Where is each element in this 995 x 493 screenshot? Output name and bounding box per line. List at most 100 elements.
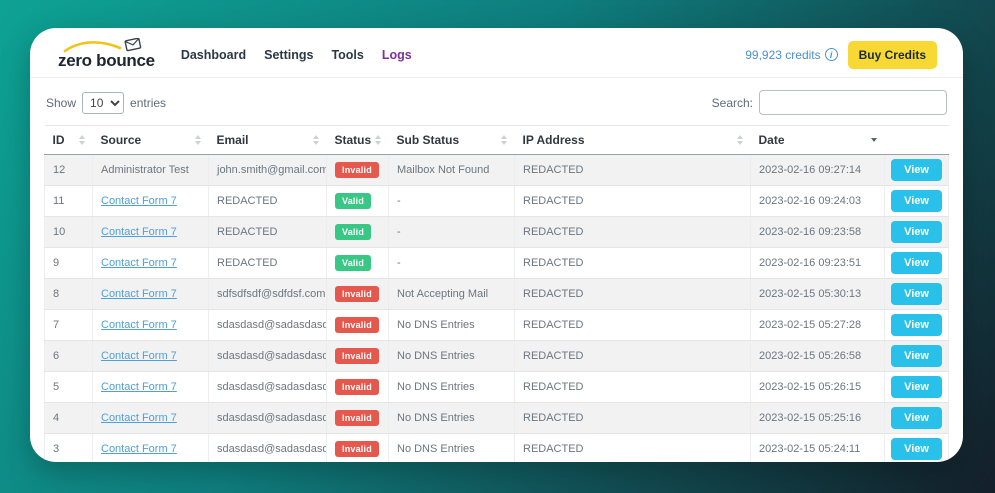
credits-counter: 99,923 credits i — [745, 47, 838, 62]
column-header-date[interactable]: Date — [750, 125, 885, 155]
cell-source: Contact Form 7 — [92, 247, 209, 279]
credits-text: 99,923 credits — [745, 47, 821, 62]
source-link[interactable]: Contact Form 7 — [101, 350, 177, 362]
main-card: zero bounce Dashboard Settings Tools Logs 9… — [30, 28, 963, 462]
cell-ip-address: REDACTED — [514, 216, 751, 248]
cell-ip-address: REDACTED — [514, 309, 751, 341]
table-row: 5 Contact Form 7 sdasdasd@sadasdasd.com Inv… — [44, 371, 949, 403]
nav-item-logs[interactable]: Logs — [381, 47, 412, 62]
page-size-control: Show 10 entries — [46, 91, 167, 114]
table-row: 10 Contact Form 7 REDACTED Valid - REDACTED 20… — [44, 216, 949, 248]
view-button[interactable]: View — [891, 407, 942, 429]
table-row: 8 Contact Form 7 sdfsdfsdf@sdfdsf.com Inval… — [44, 278, 949, 310]
view-button[interactable]: View — [891, 345, 942, 367]
table-row: 4 Contact Form 7 sdasdasd@sadasdasd.com Inv… — [44, 402, 949, 434]
source-link[interactable]: Contact Form 7 — [101, 195, 177, 207]
show-label: Show — [46, 95, 77, 110]
cell-action: View — [884, 216, 949, 248]
cell-action: View — [884, 402, 949, 434]
view-button[interactable]: View — [891, 190, 942, 212]
main-nav: Dashboard Settings Tools Logs — [181, 48, 412, 62]
column-header-ip-address[interactable]: IP Address — [514, 125, 751, 155]
entries-label: entries — [130, 95, 167, 110]
view-button[interactable]: View — [891, 438, 942, 460]
cell-sub-status: No DNS Entries — [388, 433, 515, 462]
table-controls: Show 10 entries Search: — [46, 90, 947, 115]
cell-email: REDACTED — [208, 185, 327, 217]
cell-id: 12 — [44, 154, 93, 186]
view-button[interactable]: View — [891, 376, 942, 398]
cell-date: 2023-02-16 09:24:03 — [750, 185, 885, 217]
search-input[interactable] — [759, 90, 947, 115]
view-button[interactable]: View — [891, 221, 942, 243]
cell-sub-status: No DNS Entries — [388, 309, 515, 341]
nav-item-settings[interactable]: Settings — [264, 47, 314, 62]
sort-icon — [194, 135, 201, 145]
cell-sub-status: Not Accepting Mail — [388, 278, 515, 310]
source-link[interactable]: Contact Form 7 — [101, 226, 177, 238]
source-link[interactable]: Contact Form 7 — [101, 257, 177, 269]
cell-id: 11 — [44, 185, 93, 217]
cell-id: 10 — [44, 216, 93, 248]
search-control: Search: — [712, 90, 947, 115]
cell-date: 2023-02-15 05:30:13 — [750, 278, 885, 310]
cell-action: View — [884, 278, 949, 310]
table-row: 3 Contact Form 7 sdasdasd@sadasdasd.com Inv… — [44, 433, 949, 462]
table-row: 9 Contact Form 7 REDACTED Valid - REDACTED 202… — [44, 247, 949, 279]
view-button[interactable]: View — [891, 283, 942, 305]
cell-date: 2023-02-16 09:27:14 — [750, 154, 885, 186]
nav-item-tools[interactable]: Tools — [331, 47, 364, 62]
view-button[interactable]: View — [891, 314, 942, 336]
status-badge: Invalid — [335, 348, 379, 364]
buy-credits-button[interactable]: Buy Credits — [847, 40, 937, 69]
sort-icon — [312, 135, 319, 145]
view-button[interactable]: View — [891, 159, 942, 181]
column-header-actions — [884, 125, 949, 155]
cell-date: 2023-02-15 05:24:11 — [750, 433, 885, 462]
cell-id: 7 — [44, 309, 93, 341]
column-label: IP Address — [522, 133, 585, 147]
cell-sub-status: No DNS Entries — [388, 371, 515, 403]
sort-icon — [500, 135, 507, 145]
header-right: 99,923 credits i Buy Credits — [745, 40, 937, 69]
cell-source: Contact Form 7 — [92, 371, 209, 403]
cell-ip-address: REDACTED — [514, 154, 751, 186]
cell-status: Invalid — [326, 309, 389, 341]
logo-text: zero bounce — [58, 50, 155, 70]
column-header-source[interactable]: Source — [92, 125, 209, 155]
info-circle-icon[interactable]: i — [824, 48, 838, 61]
cell-id: 4 — [44, 402, 93, 434]
cell-status: Valid — [326, 247, 389, 279]
status-badge: Invalid — [335, 441, 379, 457]
logs-content: Show 10 entries Search: ID Source Email Sta… — [30, 90, 963, 462]
cell-date: 2023-02-15 05:26:58 — [750, 340, 885, 372]
column-header-status[interactable]: Status — [326, 125, 389, 155]
cell-email: REDACTED — [208, 247, 327, 279]
cell-ip-address: REDACTED — [514, 433, 751, 462]
view-button[interactable]: View — [891, 252, 942, 274]
status-badge: Valid — [335, 224, 372, 240]
cell-sub-status: Mailbox Not Found — [388, 154, 515, 186]
page-size-select[interactable]: 10 — [82, 91, 125, 114]
cell-email: REDACTED — [208, 216, 327, 248]
zerobounce-logo[interactable]: zero bounce — [58, 37, 155, 71]
cell-action: View — [884, 309, 949, 341]
column-header-email[interactable]: Email — [208, 125, 327, 155]
source-link[interactable]: Contact Form 7 — [101, 443, 177, 455]
source-link[interactable]: Contact Form 7 — [101, 412, 177, 424]
sort-icon — [870, 138, 877, 142]
table-header-row: ID Source Email Status Sub Status IP Address D… — [44, 125, 949, 155]
column-header-id[interactable]: ID — [44, 125, 93, 155]
source-link[interactable]: Contact Form 7 — [101, 288, 177, 300]
source-link[interactable]: Contact Form 7 — [101, 319, 177, 331]
cell-sub-status: - — [388, 216, 515, 248]
table-body: 12 Administrator Test john.smith@gmail.com… — [44, 154, 949, 462]
table-row: 11 Contact Form 7 REDACTED Valid - REDACTED 20… — [44, 185, 949, 217]
nav-item-dashboard[interactable]: Dashboard — [180, 47, 247, 62]
column-header-sub-status[interactable]: Sub Status — [388, 125, 515, 155]
cell-action: View — [884, 340, 949, 372]
cell-sub-status: No DNS Entries — [388, 402, 515, 434]
column-label: Status — [334, 133, 372, 147]
source-link[interactable]: Contact Form 7 — [101, 381, 177, 393]
cell-status: Invalid — [326, 402, 389, 434]
